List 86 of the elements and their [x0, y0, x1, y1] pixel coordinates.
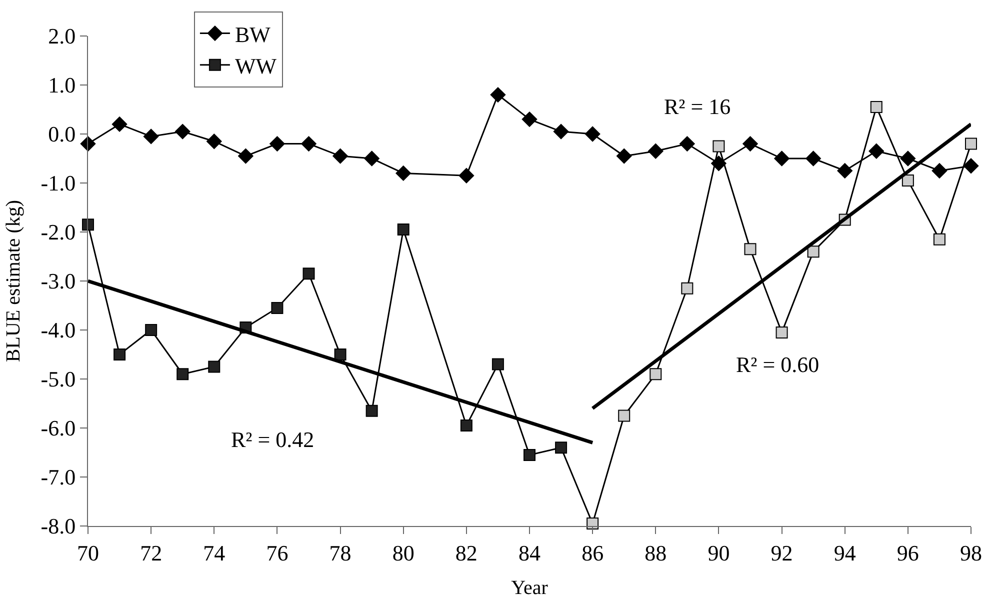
y-tick-label: 0.0: [48, 122, 76, 147]
x-tick-label: 86: [582, 540, 604, 566]
point: [143, 128, 159, 144]
legend-label: BW: [234, 22, 271, 47]
annotation: R² = 0.42: [231, 427, 314, 452]
point: [271, 302, 284, 314]
point: [396, 166, 412, 181]
y-tick-label: 1.0: [48, 72, 76, 98]
point: [458, 168, 474, 184]
point: [837, 163, 853, 178]
point: [114, 348, 126, 360]
point: [332, 148, 348, 164]
x-tick-label: 78: [329, 540, 352, 566]
x-tick-label: 98: [960, 540, 982, 566]
x-tick-label: 96: [896, 540, 919, 566]
y-tick-label: -5.0: [40, 366, 76, 392]
point: [650, 368, 662, 380]
point: [302, 268, 315, 280]
point: [774, 150, 790, 166]
point: [963, 158, 979, 174]
x-tick-label: 80: [392, 540, 414, 566]
point: [776, 326, 788, 338]
point: [932, 163, 948, 178]
x-tick-label: 92: [770, 540, 793, 566]
x-tick-label: 70: [77, 540, 99, 566]
point: [492, 358, 504, 370]
point: [174, 124, 190, 140]
point: [364, 150, 380, 166]
y-tick-label: -6.0: [40, 416, 76, 441]
point: [742, 136, 758, 152]
point: [524, 448, 536, 461]
point: [902, 174, 914, 187]
point: [618, 410, 630, 422]
point: [490, 87, 506, 102]
y-tick-label: -1.0: [40, 170, 76, 196]
point: [112, 116, 128, 132]
point: [555, 442, 568, 454]
y-tick-label: -2.0: [40, 220, 76, 245]
x-tick-label: 90: [708, 540, 730, 566]
point: [681, 282, 694, 294]
x-tick-label: 76: [266, 540, 288, 566]
y-tick-label: -7.0: [40, 464, 76, 490]
point: [870, 101, 882, 114]
point: [900, 150, 916, 166]
x-tick-label: 94: [834, 540, 856, 566]
x-tick-label: 82: [455, 540, 478, 566]
y-tick-label: -8.0: [40, 514, 76, 539]
point: [680, 136, 695, 152]
point: [176, 368, 189, 380]
point: [584, 126, 600, 142]
point: [397, 224, 410, 236]
point: [806, 150, 821, 166]
point: [522, 112, 538, 127]
x-tick-label: 84: [518, 540, 540, 566]
point: [460, 420, 472, 432]
y-tick-label: -3.0: [40, 268, 76, 294]
point: [366, 404, 378, 417]
annotation: R² = 16: [664, 94, 731, 119]
point: [82, 218, 94, 231]
point: [586, 518, 599, 530]
y-tick-label: 2.0: [48, 24, 76, 49]
point: [868, 144, 884, 159]
point: [206, 134, 222, 149]
legend-label: WW: [234, 53, 277, 78]
point: [965, 138, 977, 150]
point: [208, 360, 220, 373]
y-tick-label: -4.0: [40, 318, 76, 343]
point: [933, 233, 946, 246]
x-tick-label: 88: [644, 540, 667, 566]
point: [807, 246, 820, 258]
point: [553, 124, 569, 140]
point: [270, 136, 285, 152]
point: [744, 243, 756, 256]
point: [334, 348, 346, 360]
y-axis-title: BLUE estimate (kg): [2, 200, 24, 362]
point: [648, 144, 664, 159]
x-tick-label: 72: [140, 540, 162, 566]
point: [145, 324, 158, 336]
x-tick-label: 74: [203, 540, 226, 566]
point: [712, 140, 725, 152]
x-axis-title: Year: [511, 576, 548, 599]
point: [301, 136, 316, 152]
annotation: R² = 0.60: [736, 352, 820, 377]
point: [238, 148, 254, 164]
point: [80, 136, 96, 152]
point: [616, 148, 632, 164]
